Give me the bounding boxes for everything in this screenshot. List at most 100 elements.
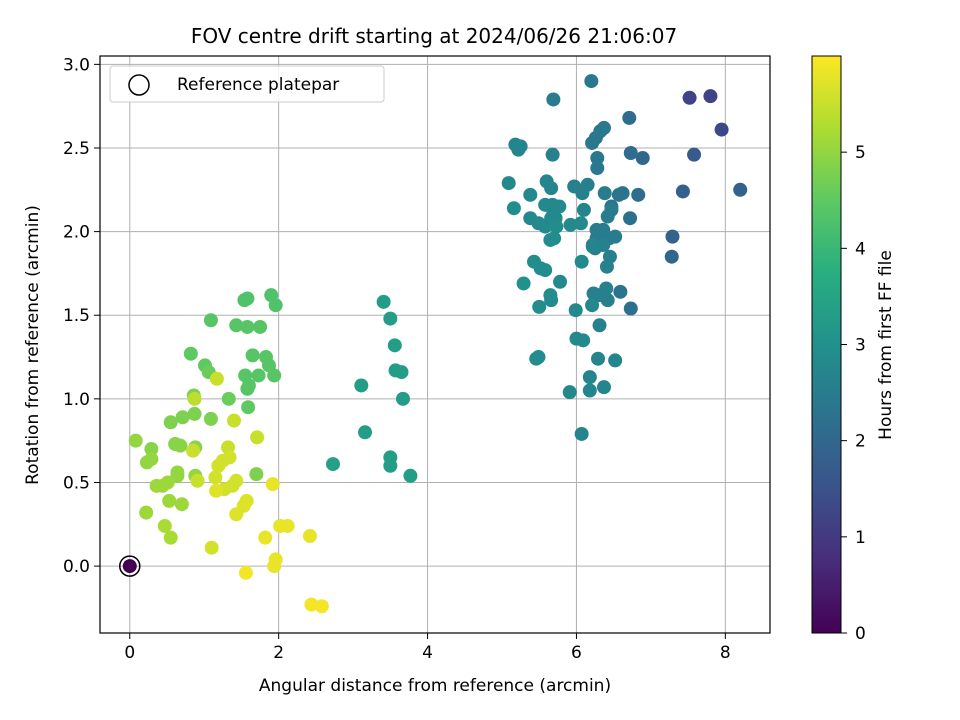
data-point — [157, 518, 172, 533]
data-point — [209, 483, 224, 498]
data-point — [203, 313, 218, 328]
legend-label-reference: Reference platepar — [177, 75, 339, 95]
data-point — [501, 176, 516, 191]
data-point — [162, 493, 177, 508]
data-point — [394, 365, 409, 380]
y-axis-label: Rotation from reference (arcmin) — [23, 205, 43, 485]
data-point — [623, 146, 638, 161]
colorbar: 0 1 2 3 4 5 Hours from first FF file — [811, 55, 896, 644]
legend: Reference platepar — [109, 65, 385, 103]
data-point — [585, 135, 600, 150]
data-point — [600, 209, 615, 224]
data-point — [209, 371, 224, 386]
data-point — [221, 391, 236, 406]
data-point — [245, 348, 260, 363]
data-point — [265, 477, 280, 492]
data-point — [155, 478, 170, 493]
grid — [100, 56, 770, 633]
data-point — [387, 338, 402, 353]
scatter-series — [119, 74, 748, 614]
legend-box — [109, 65, 385, 103]
data-point — [122, 559, 137, 574]
data-point — [238, 565, 253, 580]
data-point — [208, 470, 223, 485]
data-point — [569, 331, 584, 346]
data-point — [139, 455, 154, 470]
y-tick-label: 3.0 — [63, 55, 90, 75]
data-point — [187, 391, 202, 406]
data-point — [608, 229, 623, 244]
data-point — [229, 507, 244, 522]
data-point — [267, 368, 282, 383]
data-point — [174, 497, 189, 512]
colorbar-tick-label: 0 — [855, 624, 866, 644]
data-point — [568, 303, 583, 318]
data-point — [253, 319, 268, 334]
data-point — [241, 400, 256, 415]
data-point — [544, 181, 559, 196]
colorbar-ticks: 0 1 2 3 4 5 — [841, 143, 866, 644]
data-point — [237, 293, 252, 308]
data-point — [302, 528, 317, 543]
colorbar-tick-label: 3 — [855, 336, 866, 356]
data-point — [576, 202, 591, 217]
data-point — [383, 311, 398, 326]
y-axis: 0.0 0.5 1.0 1.5 2.0 2.5 3.0 — [63, 55, 100, 577]
data-point — [267, 559, 282, 574]
data-point — [516, 276, 531, 291]
data-point — [211, 458, 226, 473]
data-point — [592, 318, 607, 333]
data-point — [631, 187, 646, 202]
data-point — [687, 147, 702, 162]
data-point — [190, 473, 205, 488]
data-point — [203, 411, 218, 426]
x-tick-label: 2 — [273, 643, 284, 663]
data-point — [599, 281, 614, 296]
data-point — [596, 237, 611, 252]
data-point — [600, 293, 615, 308]
data-point — [562, 385, 577, 400]
data-point — [546, 92, 561, 107]
data-point — [163, 415, 178, 430]
data-point — [175, 410, 190, 425]
data-point — [574, 254, 589, 269]
data-point — [552, 199, 567, 214]
data-point — [326, 457, 341, 472]
data-point — [376, 294, 391, 309]
y-tick-label: 2.0 — [63, 223, 90, 243]
colorbar-tick-label: 5 — [855, 143, 866, 163]
x-tick-label: 8 — [720, 643, 731, 663]
colorbar-label: Hours from first FF file — [876, 250, 896, 440]
data-point — [582, 370, 597, 385]
data-point — [173, 438, 188, 453]
data-point — [538, 263, 553, 278]
data-point — [251, 368, 266, 383]
y-tick-label: 0.5 — [63, 473, 90, 493]
data-point — [527, 254, 542, 269]
data-point — [258, 530, 273, 545]
data-point — [675, 184, 690, 199]
reference-platepar-marker — [119, 555, 141, 577]
data-point — [304, 597, 319, 612]
data-point — [664, 249, 679, 264]
data-point — [163, 530, 178, 545]
data-point — [354, 378, 369, 393]
data-point — [590, 151, 605, 166]
data-point — [623, 211, 638, 226]
plot-frame — [99, 55, 771, 634]
data-point — [358, 425, 373, 440]
data-point — [613, 284, 628, 299]
data-point — [703, 89, 718, 104]
data-point — [240, 381, 255, 396]
data-point — [665, 229, 680, 244]
data-point — [573, 216, 588, 231]
data-point — [582, 383, 597, 398]
x-tick-label: 0 — [124, 643, 135, 663]
data-point — [144, 442, 159, 457]
data-point — [563, 217, 578, 232]
x-tick-label: 4 — [422, 643, 433, 663]
data-point — [591, 351, 606, 366]
data-point — [585, 298, 600, 313]
data-point — [506, 201, 521, 216]
